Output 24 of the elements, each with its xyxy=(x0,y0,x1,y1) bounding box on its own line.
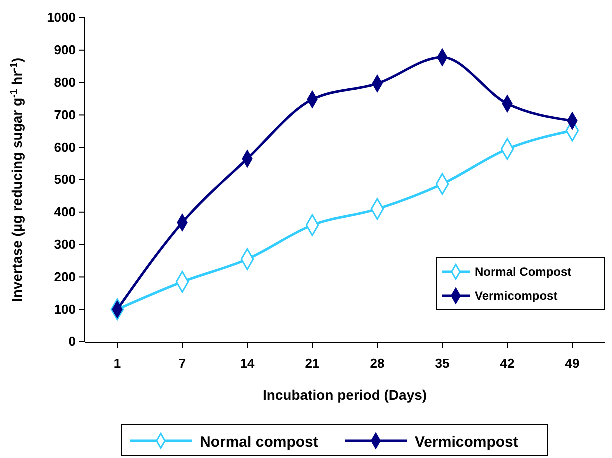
y-tick-label: 0 xyxy=(68,334,76,350)
x-tick-label: 28 xyxy=(370,356,385,371)
y-tick-label: 1000 xyxy=(47,10,76,26)
text: Vermicompost xyxy=(415,434,518,451)
text: Normal compost xyxy=(200,434,318,451)
x-tick-label: 1 xyxy=(114,356,122,371)
y-tick-label: 800 xyxy=(54,74,76,90)
legend-label: Vermicompost xyxy=(475,289,558,303)
y-tick-label: 600 xyxy=(54,140,76,155)
x-tick-label: 14 xyxy=(240,356,256,371)
x-tick-label: 35 xyxy=(435,356,450,371)
y-tick-label: 100 xyxy=(54,302,76,317)
y-tick-label: 200 xyxy=(54,269,76,284)
x-axis-title: Incubation period (Days) xyxy=(262,387,428,403)
legend-label: Normal Compost xyxy=(475,265,572,279)
x-tick-label: 21 xyxy=(305,356,320,371)
y-tick-label: 300 xyxy=(54,236,76,252)
x-tick-label: 7 xyxy=(178,356,186,371)
x-tick-label: 42 xyxy=(500,356,515,371)
y-tick-label: 700 xyxy=(54,107,76,122)
y-tick-label: 400 xyxy=(54,204,76,220)
x-tick-label: 49 xyxy=(565,356,580,371)
y-tick-label: 500 xyxy=(54,172,76,188)
y-tick-label: 900 xyxy=(54,42,76,58)
